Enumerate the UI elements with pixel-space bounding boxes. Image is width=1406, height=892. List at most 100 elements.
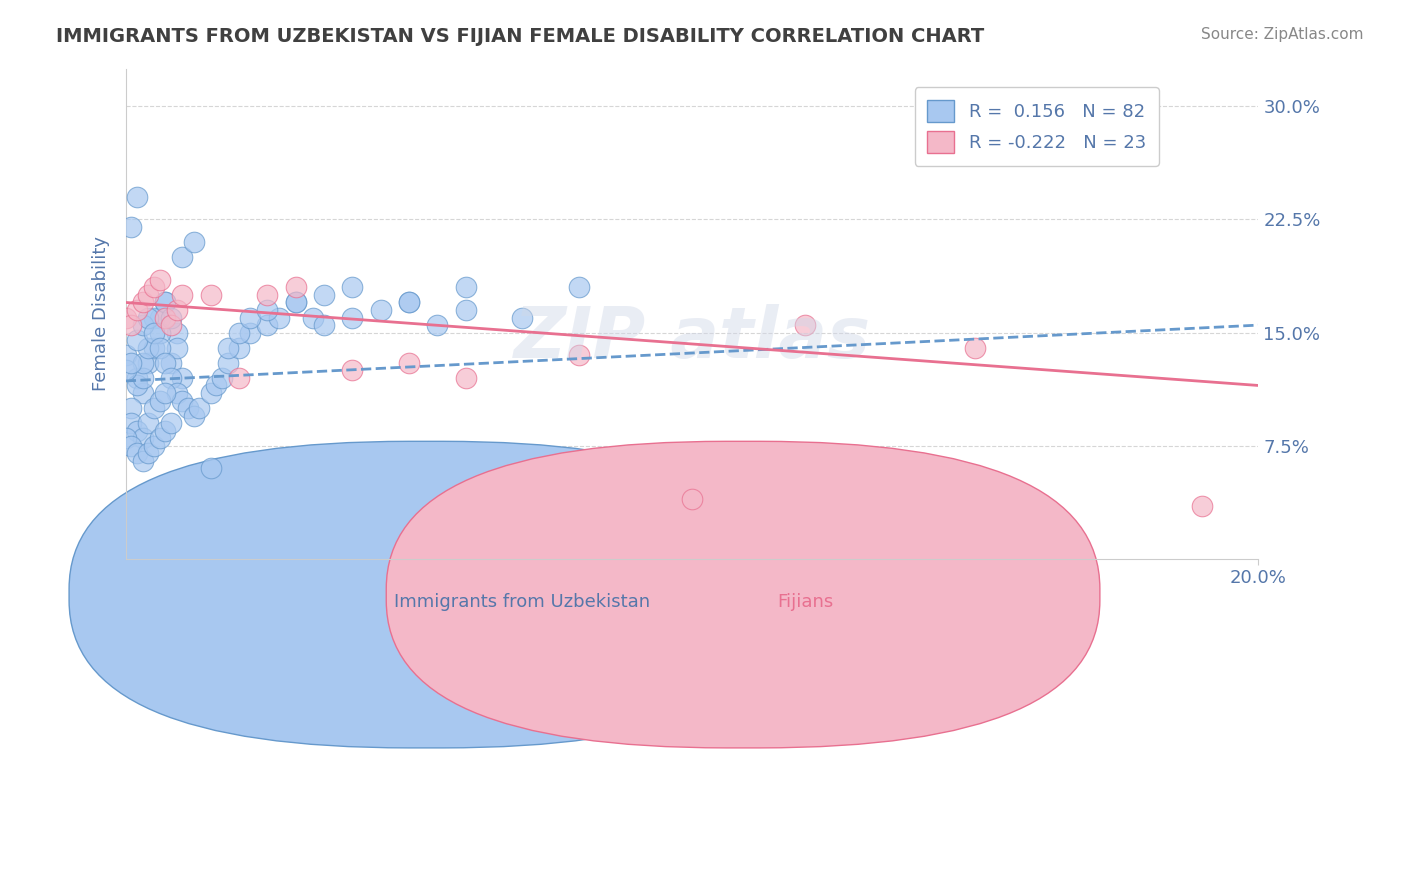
Point (155, 295, 177, 310)
Point (217, 341, 239, 355)
Point (132, 386, 155, 401)
Point (284, 280, 307, 294)
Point (125, 303, 148, 318)
Point (138, 288, 160, 302)
Point (114, 431, 136, 445)
Point (205, 378, 228, 392)
Point (217, 356, 239, 370)
Point (188, 401, 211, 416)
Point (138, 310, 160, 325)
Point (172, 371, 194, 385)
Point (155, 424, 177, 438)
Point (312, 318, 335, 332)
Point (312, 288, 335, 302)
Point (160, 416, 183, 430)
Point (398, 295, 420, 310)
FancyBboxPatch shape (69, 442, 783, 747)
Point (398, 356, 420, 370)
Point (132, 371, 155, 385)
Point (125, 371, 148, 385)
Text: IMMIGRANTS FROM UZBEKISTAN VS FIJIAN FEMALE DISABILITY CORRELATION CHART: IMMIGRANTS FROM UZBEKISTAN VS FIJIAN FEM… (56, 27, 984, 45)
Point (239, 326, 262, 340)
Point (160, 318, 183, 332)
Point (172, 393, 194, 408)
Point (342, 310, 364, 325)
Point (228, 341, 250, 355)
Point (149, 273, 172, 287)
Point (149, 310, 172, 325)
Point (166, 386, 188, 401)
Point (120, 401, 142, 416)
Point (160, 310, 183, 325)
Point (160, 356, 183, 370)
Point (200, 386, 222, 401)
Point (342, 280, 364, 294)
Point (120, 439, 142, 453)
Point (114, 348, 136, 362)
Point (681, 491, 703, 506)
Point (143, 401, 166, 416)
Point (172, 288, 194, 302)
Point (143, 341, 166, 355)
Point (149, 431, 172, 445)
Point (155, 356, 177, 370)
Point (138, 341, 160, 355)
Point (120, 416, 142, 430)
Point (138, 356, 160, 370)
Point (510, 310, 533, 325)
Point (454, 280, 477, 294)
Point (132, 356, 155, 370)
Point (114, 310, 136, 325)
Point (143, 280, 166, 294)
Point (149, 326, 172, 340)
Point (132, 318, 155, 332)
Point (965, 341, 987, 355)
Point (132, 454, 155, 468)
Point (166, 326, 188, 340)
Text: Fijians: Fijians (778, 593, 834, 611)
Point (228, 371, 250, 385)
FancyBboxPatch shape (387, 442, 1099, 747)
Point (155, 310, 177, 325)
Point (568, 280, 591, 294)
Point (183, 235, 205, 249)
Y-axis label: Female Disability: Female Disability (91, 236, 110, 392)
Point (166, 303, 188, 318)
Point (149, 393, 172, 408)
Point (284, 295, 307, 310)
Point (256, 303, 278, 318)
Point (200, 461, 222, 475)
Point (172, 250, 194, 264)
Point (183, 409, 205, 423)
Point (284, 295, 307, 310)
Point (166, 341, 188, 355)
Point (114, 363, 136, 377)
Point (149, 341, 172, 355)
Point (138, 446, 160, 460)
Point (370, 303, 392, 318)
Point (160, 371, 183, 385)
Point (120, 219, 142, 234)
Point (125, 190, 148, 204)
Point (211, 371, 233, 385)
Point (125, 333, 148, 347)
Point (267, 310, 290, 325)
Point (125, 378, 148, 392)
Point (125, 446, 148, 460)
Point (454, 371, 477, 385)
Point (398, 295, 420, 310)
Point (426, 318, 449, 332)
Point (568, 348, 591, 362)
Point (155, 386, 177, 401)
Point (794, 318, 817, 332)
Point (138, 416, 160, 430)
Point (120, 318, 142, 332)
Point (228, 326, 250, 340)
Point (256, 318, 278, 332)
Point (132, 431, 155, 445)
Point (301, 310, 323, 325)
Point (239, 310, 262, 325)
Point (132, 295, 155, 310)
Text: ZIP atlas: ZIP atlas (513, 304, 870, 373)
Point (155, 295, 177, 310)
